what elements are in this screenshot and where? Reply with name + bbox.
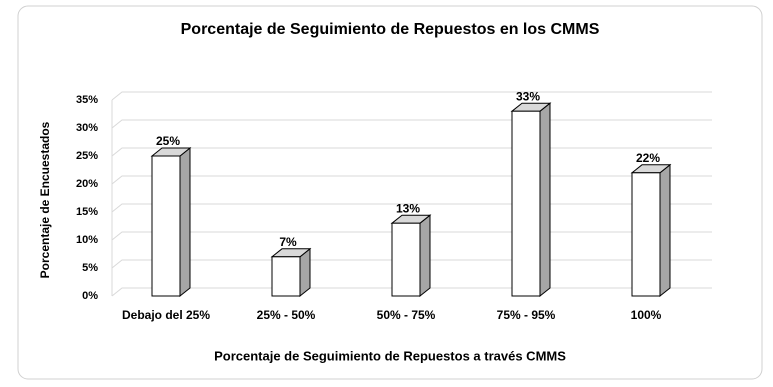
x-tick-label: 100% [631, 308, 662, 322]
bar-side [419, 214, 431, 298]
x-tick-label: Debajo del 25% [122, 308, 210, 322]
chart-title: Porcentaje de Seguimiento de Repuestos e… [181, 21, 600, 38]
y-tick-label: 15% [76, 206, 98, 218]
x-axis-title: Porcentaje de Seguimiento de Repuestos a… [214, 348, 566, 363]
data-label: 13% [396, 201, 420, 215]
bar [271, 256, 301, 297]
chart-border [17, 5, 763, 380]
bar-side [659, 163, 671, 298]
x-tick-label: 75% - 95% [497, 308, 556, 322]
y-axis-title: Porcentaje de Encuestados [38, 121, 52, 278]
x-tick-label: 25% - 50% [257, 308, 316, 322]
bar [391, 222, 421, 297]
data-label: 25% [156, 134, 180, 148]
y-tick-label: 35% [76, 94, 98, 106]
y-tick-label: 10% [76, 234, 98, 246]
bar-side [179, 146, 191, 298]
y-tick-label: 25% [76, 150, 98, 162]
y-tick-label: 20% [76, 178, 98, 190]
data-label: 7% [279, 235, 297, 249]
y-tick-label: 5% [82, 262, 98, 274]
y-tick-label: 30% [76, 122, 98, 134]
data-label: 33% [516, 89, 540, 103]
x-tick-label: 50% - 75% [377, 308, 436, 322]
grid-line [111, 91, 712, 101]
data-label: 22% [636, 151, 660, 165]
bar-side [539, 102, 551, 298]
bar [151, 155, 181, 297]
bar [511, 110, 541, 297]
y-tick-label: 0% [82, 290, 98, 302]
bar [631, 172, 661, 297]
